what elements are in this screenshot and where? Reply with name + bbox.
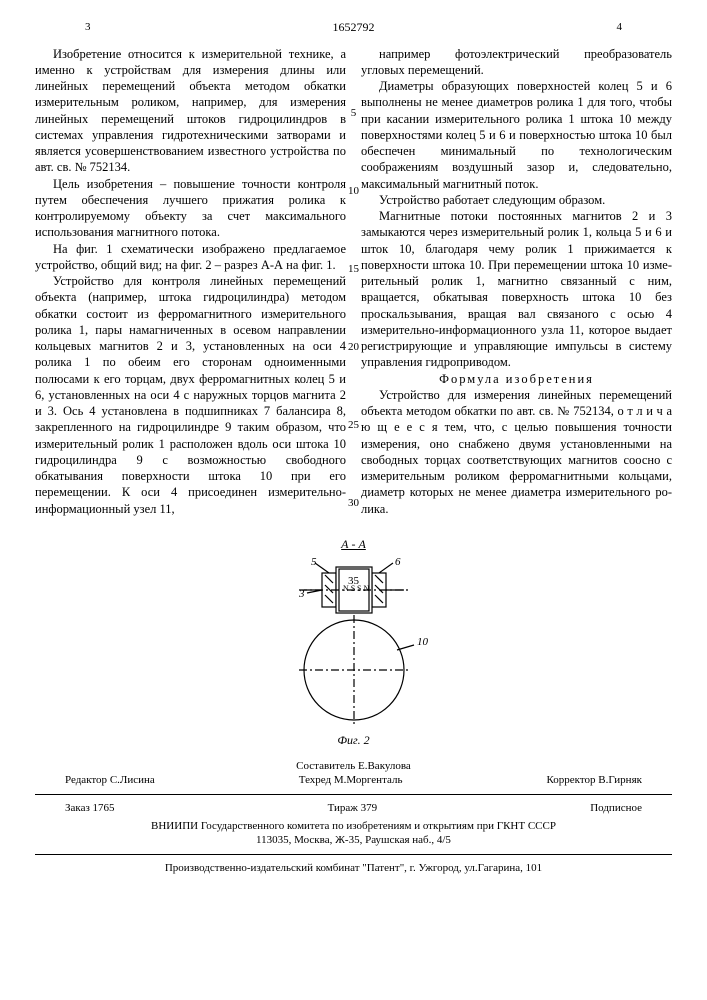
credits-block: Составитель Е.Вакулова Редактор С.Лисина… — [35, 759, 672, 788]
figure-caption: Фиг. 2 — [35, 733, 672, 749]
compiler-line: Составитель Е.Вакулова — [35, 759, 672, 773]
organization-info: ВНИИПИ Государственного комитета по изоб… — [35, 819, 672, 848]
line-number: 35 — [348, 574, 359, 588]
paragraph: Диаметры образующих поверхностей колец 5… — [361, 78, 672, 192]
column-number-right: 4 — [617, 20, 623, 36]
figure-container: А - А N S S N — [35, 537, 672, 749]
figure-label-10: 10 — [417, 636, 429, 648]
line-number: 25 — [348, 418, 359, 432]
formula-title: Формула изобретения — [361, 371, 672, 387]
paragraph: Устройство для контроля линейных пе­реме… — [35, 273, 346, 517]
divider — [35, 854, 672, 855]
compiler-label: Составитель — [296, 760, 355, 772]
paragraph: Устройство для измерения линейных переме… — [361, 387, 672, 517]
column-number-left: 3 — [85, 20, 91, 36]
patent-number: 1652792 — [333, 20, 375, 36]
paragraph: например фотоэлектрический преобразова­т… — [361, 46, 672, 79]
corrector-line: Корректор В.Гирняк — [546, 773, 642, 787]
subscription: Подписное — [590, 801, 642, 815]
paragraph: Устройство работает следующим обра­зом. — [361, 192, 672, 208]
right-column: например фотоэлектрический преобразова­т… — [361, 46, 672, 517]
left-column: Изобретение относится к измеритель­ной т… — [35, 46, 346, 517]
figure-section-label: А - А — [35, 537, 672, 553]
tirage: Тираж 379 — [328, 801, 378, 815]
divider — [35, 794, 672, 795]
paragraph: На фиг. 1 схематически изображено предла… — [35, 241, 346, 274]
line-number: 20 — [348, 340, 359, 354]
org-line-2: 113035, Москва, Ж-35, Раушская наб., 4/5 — [35, 833, 672, 847]
figure-label-6: 6 — [395, 556, 401, 568]
paragraph: Магнитные потоки постоянных магни­тов 2 … — [361, 208, 672, 371]
figure-label-3: 3 — [298, 588, 305, 600]
paragraph: Изобретение относится к измеритель­ной т… — [35, 46, 346, 176]
org-line-1: ВНИИПИ Государственного комитета по изоб… — [35, 819, 672, 833]
credits-row: Редактор С.Лисина Техред М.Моргенталь Ко… — [35, 773, 672, 787]
line-number: 10 — [348, 184, 359, 198]
page-header: 3 1652792 4 — [35, 20, 672, 36]
techred-line: Техред М.Моргенталь — [299, 773, 403, 787]
paragraph: Цель изобретения – повышение точно­сти к… — [35, 176, 346, 241]
compiler-name: Е.Вакулова — [358, 760, 411, 772]
editor-line: Редактор С.Лисина — [65, 773, 155, 787]
order-number: Заказ 1765 — [65, 801, 115, 815]
line-number: 15 — [348, 262, 359, 276]
text-columns-wrapper: 5 10 15 20 25 30 35 Изобретение относитс… — [35, 46, 672, 517]
line-number: 30 — [348, 496, 359, 510]
line-number: 5 — [351, 106, 357, 120]
footer: Производственно-издательский комбинат "П… — [35, 861, 672, 875]
figure-label-5: 5 — [311, 556, 317, 568]
print-info: Заказ 1765 Тираж 379 Подписное — [35, 801, 672, 815]
